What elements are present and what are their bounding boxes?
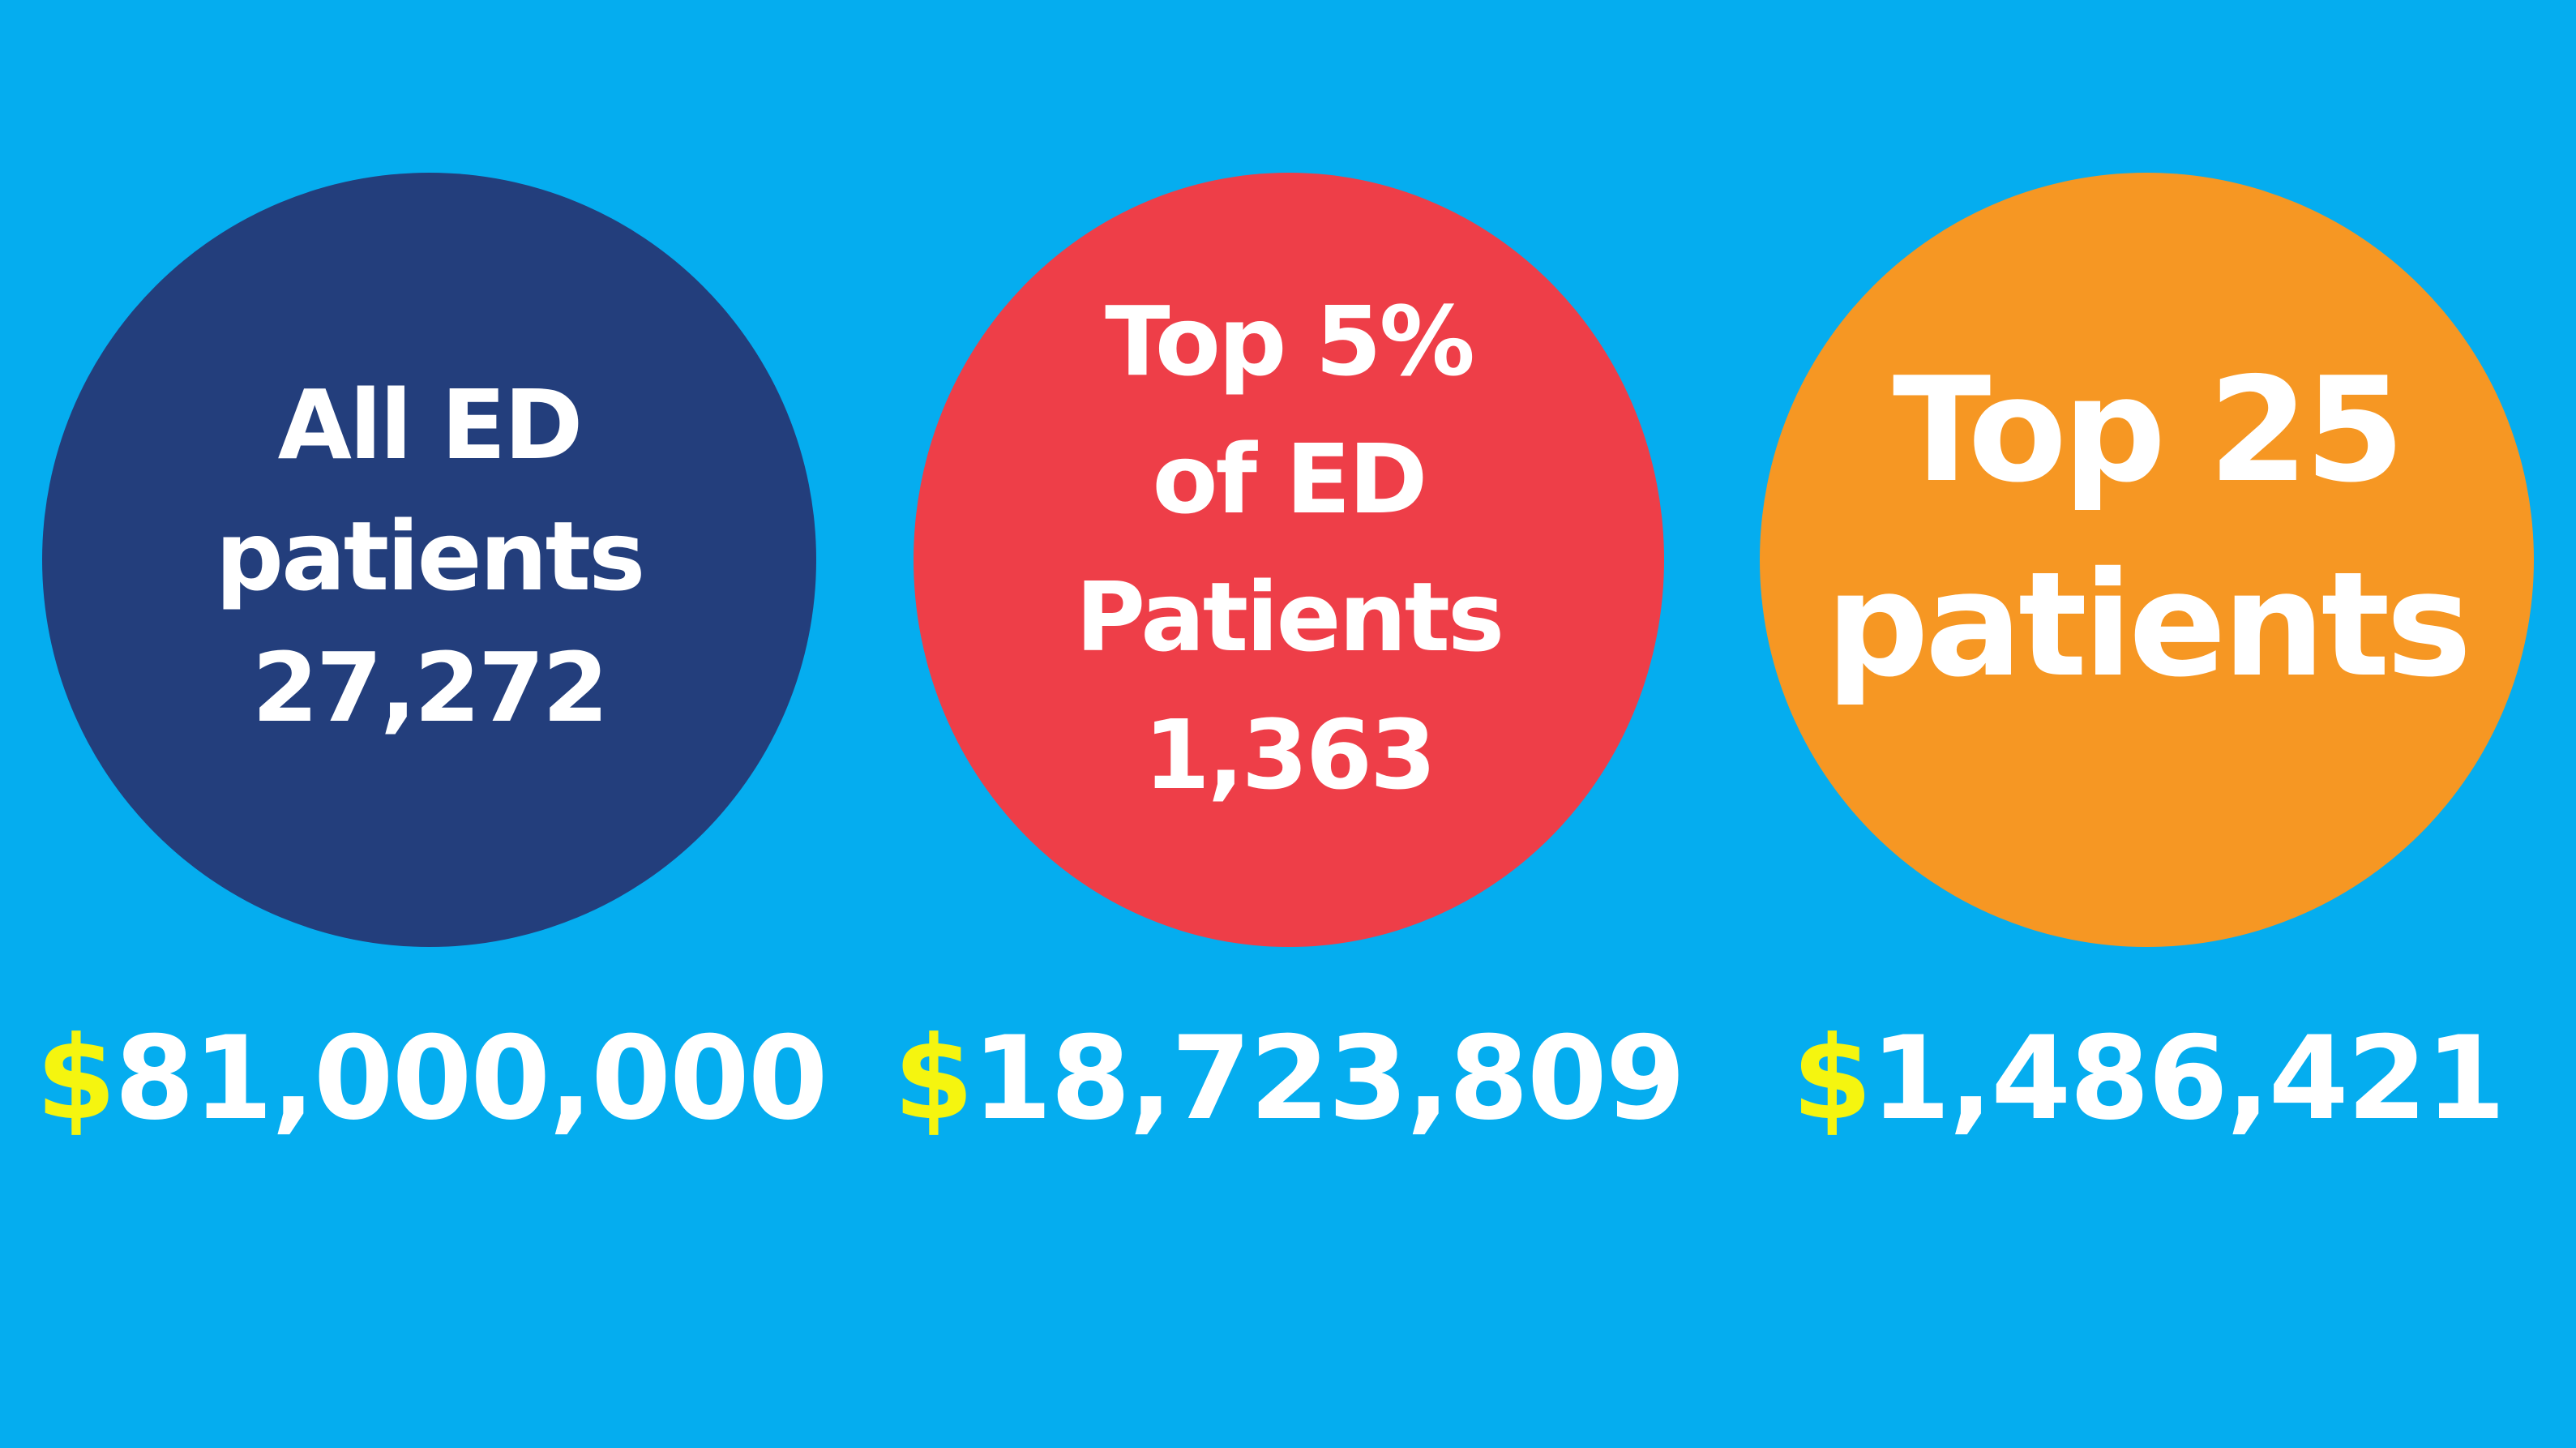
cost-value: 18,723,809 bbox=[972, 1011, 1685, 1146]
cost-value: 1,486,421 bbox=[1870, 1011, 2506, 1146]
cost-value: 81,000,000 bbox=[114, 1011, 828, 1146]
cost-all-ed-patients: $81,000,000 bbox=[36, 1009, 828, 1147]
circle-label: Top 5% of ED Patients 1,363 bbox=[1075, 272, 1504, 824]
circle-label: Top 25 patients bbox=[1825, 333, 2471, 722]
circle-label-line: patients bbox=[215, 499, 646, 612]
circle-label-line: patients bbox=[1825, 540, 2471, 709]
circle-top-5-percent: Top 5% of ED Patients 1,363 bbox=[914, 173, 1664, 947]
circle-top-25-patients: Top 25 patients bbox=[1760, 173, 2534, 947]
circle-label: All ED patients 27,272 bbox=[215, 359, 646, 753]
dollar-sign: $ bbox=[893, 1011, 973, 1146]
patient-count: 1,363 bbox=[1143, 698, 1436, 811]
patient-count: 27,272 bbox=[251, 631, 609, 743]
dollar-sign: $ bbox=[1791, 1011, 1872, 1146]
circle-label-line: All ED bbox=[277, 368, 584, 481]
circle-label-line: Patients bbox=[1075, 560, 1504, 673]
circle-label-line: Top 25 bbox=[1892, 345, 2405, 514]
cost-top-5-percent: $18,723,809 bbox=[893, 1009, 1685, 1147]
circle-label-line: Top 5% bbox=[1105, 285, 1475, 397]
cost-top-25-patients: $1,486,421 bbox=[1792, 1009, 2505, 1147]
circle-label-line: of ED bbox=[1152, 422, 1427, 535]
circle-all-ed-patients: All ED patients 27,272 bbox=[42, 173, 816, 947]
dollar-sign: $ bbox=[36, 1011, 116, 1146]
